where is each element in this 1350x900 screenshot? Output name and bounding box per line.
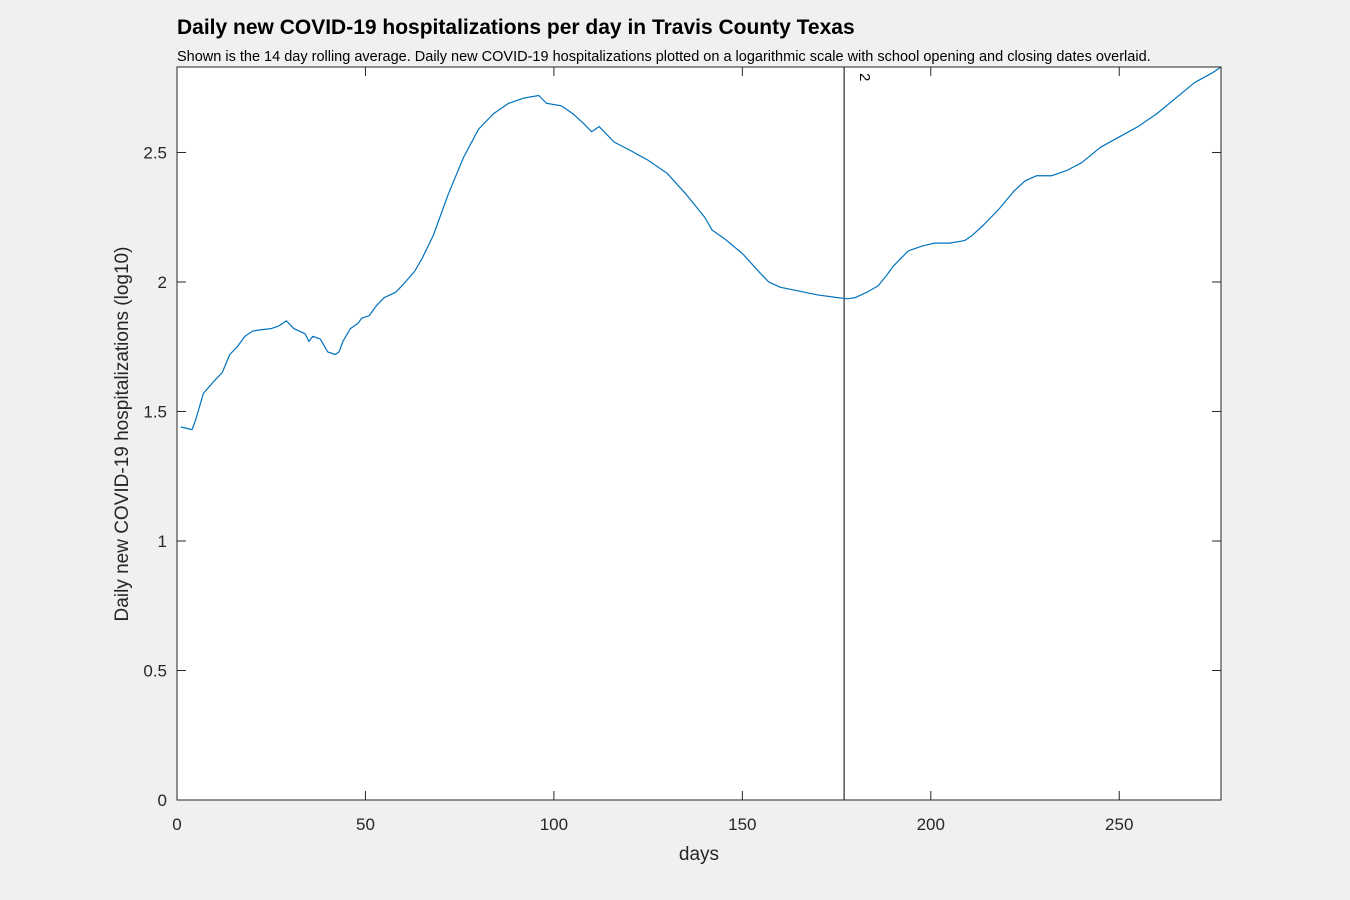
x-tick-label: 150 — [728, 815, 756, 834]
chart-title: Daily new COVID-19 hospitalizations per … — [177, 16, 855, 39]
x-tick-label: 200 — [917, 815, 945, 834]
annotations-layer: 2 — [843, 67, 873, 800]
y-axis-label: Daily new COVID-19 hospitalizations (log… — [112, 247, 133, 622]
x-tick-label: 250 — [1105, 815, 1133, 834]
series-layer — [180, 66, 1222, 431]
y-tick-label: 0.5 — [143, 661, 167, 680]
x-tick-label: 0 — [172, 815, 181, 834]
x-axis-label: days — [679, 844, 719, 865]
y-tick-label: 1.5 — [143, 402, 167, 421]
school-date-label: 2 — [856, 73, 873, 81]
axes-box — [176, 66, 1222, 801]
x-tick-label: 100 — [540, 815, 568, 834]
y-tick-label: 0 — [158, 791, 167, 810]
y-tick-label: 2.5 — [143, 143, 167, 162]
series-line-0 — [180, 66, 1222, 431]
x-axis: 0 50 100 150 200 250 — [172, 67, 1133, 834]
chart-subtitle: Shown is the 14 day rolling average. Dai… — [177, 49, 1151, 65]
y-axis: 0 0.5 1 1.5 2 2.5 — [143, 143, 1221, 810]
plot-area — [177, 67, 1221, 800]
x-tick-label: 50 — [356, 815, 375, 834]
y-tick-label: 1 — [158, 532, 167, 551]
y-tick-label: 2 — [158, 273, 167, 292]
